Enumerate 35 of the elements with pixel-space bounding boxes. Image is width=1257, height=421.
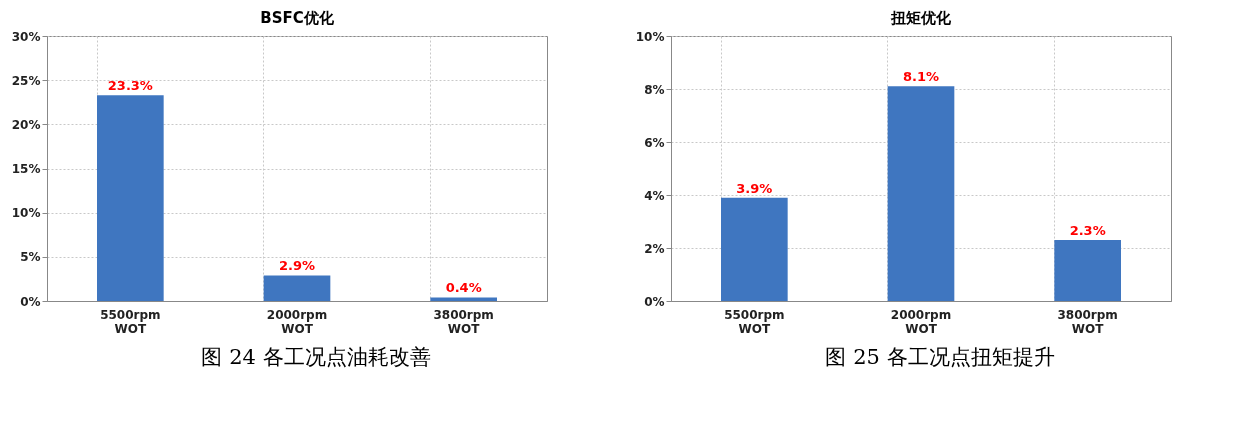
bar — [430, 297, 497, 301]
bar — [887, 86, 955, 301]
data-label: 3.9% — [736, 180, 773, 196]
chart-title: BSFC优化 — [260, 9, 335, 27]
data-label: 2.3% — [1069, 223, 1106, 239]
y-tick-label: 10% — [635, 29, 665, 44]
y-tick-label: 5% — [20, 250, 41, 265]
x-tick-label: 3800rpm WOT — [433, 307, 494, 336]
x-tick-label: 5500rpm WOT — [724, 307, 785, 336]
y-tick-label: 0% — [20, 294, 41, 309]
bar — [97, 95, 164, 301]
data-label: 8.1% — [902, 69, 940, 85]
y-tick-label: 2% — [644, 241, 665, 256]
y-tick-label: 6% — [644, 135, 665, 150]
bar — [263, 275, 331, 301]
caption: 图 25 各工况点扭矩提升 — [824, 344, 1056, 371]
y-tick-label: 8% — [644, 82, 665, 97]
caption: 图 24 各工况点油耗改善 — [200, 344, 432, 371]
y-tick-label: 25% — [11, 73, 41, 88]
y-tick-label: 20% — [11, 117, 41, 132]
y-tick-label: 10% — [11, 206, 41, 221]
y-tick-label: 30% — [11, 29, 41, 44]
data-label: 0.4% — [445, 280, 482, 296]
x-tick-label: 5500rpm WOT — [100, 307, 161, 336]
data-label: 23.3% — [107, 78, 153, 94]
data-label: 2.9% — [278, 258, 316, 274]
x-tick-label: 3800rpm WOT — [1057, 307, 1118, 336]
bar — [1054, 240, 1121, 301]
y-tick-label: 0% — [644, 294, 665, 309]
x-tick-label: 2000rpm WOT — [266, 307, 328, 336]
bar — [721, 197, 788, 301]
y-tick-label: 15% — [11, 162, 41, 176]
chart-title: 扭矩优化 — [890, 9, 952, 27]
y-tick-label: 4% — [644, 188, 665, 203]
x-tick-label: 2000rpm WOT — [890, 307, 952, 336]
